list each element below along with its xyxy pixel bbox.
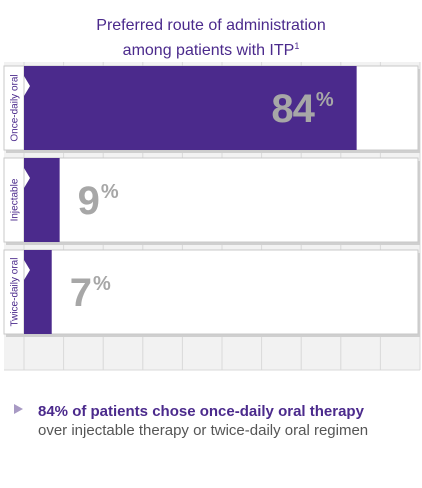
key-finding-note: 84% of patients chose once-daily oral th… [14,402,414,440]
chart-title: Preferred route of administration among … [0,16,422,61]
row-panel [3,249,419,335]
bar-once-daily-oral [24,66,357,150]
category-label: Twice-daily oral [10,258,21,327]
chart-title-line-1: Preferred route of administration [96,17,326,34]
chart-title-line-2: among patients with ITP1 [0,36,422,61]
chart-title-superscript: 1 [294,41,300,51]
category-label: Once-daily oral [10,74,21,141]
data-label-unit: % [93,273,111,295]
data-label-unit: % [316,89,334,111]
bar-injectable [24,158,60,242]
chart-title-line-2-text: among patients with ITP [122,42,295,59]
key-finding-line-1: 84% of patients chose once-daily oral th… [38,403,364,420]
key-finding-line-2: over injectable therapy or twice-daily o… [38,422,369,439]
category-label: Injectable [10,178,21,221]
data-label: 7% [70,271,111,315]
data-label-unit: % [101,181,119,203]
bullet-arrow-icon [14,404,23,414]
row-panel [3,157,419,243]
bar-twice-daily-oral [24,250,52,334]
